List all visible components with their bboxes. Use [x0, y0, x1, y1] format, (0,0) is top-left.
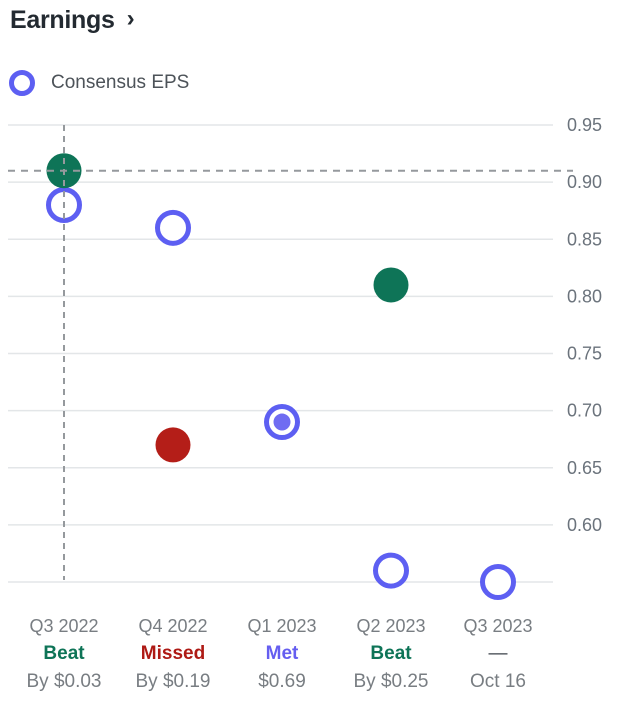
quarter-label: Q2 2023 [356, 616, 426, 636]
legend: Consensus EPS [9, 70, 189, 96]
earnings-section-link[interactable]: Earnings › [10, 6, 135, 35]
detail-label: Oct 16 [470, 671, 526, 692]
x-axis-label-col-3: Q1 2023 Met $0.69 [226, 612, 338, 696]
x-axis-label-col-2: Q4 2022 Missed By $0.19 [117, 612, 229, 696]
status-label: — [488, 643, 508, 664]
detail-label: By $0.25 [353, 671, 429, 692]
quarter-label: Q3 2023 [463, 616, 533, 636]
status-label: Missed [140, 643, 206, 664]
quarter-label: Q4 2022 [138, 616, 208, 636]
y-axis-tick-label: 0.65 [567, 458, 602, 478]
reported-eps-marker-beat[interactable] [373, 267, 409, 303]
detail-label: By $0.03 [26, 671, 102, 692]
y-axis-tick-label: 0.95 [567, 115, 602, 135]
reported-eps-marker-missed[interactable] [155, 427, 191, 463]
y-axis-tick-label: 0.85 [567, 229, 602, 249]
y-axis-tick-label: 0.70 [567, 401, 602, 421]
y-axis-tick-label: 0.75 [567, 344, 602, 364]
y-axis-tick-label: 0.80 [567, 286, 602, 306]
consensus-eps-legend-icon [9, 70, 35, 96]
y-axis-tick-label: 0.90 [567, 172, 602, 192]
detail-label: $0.69 [258, 671, 306, 692]
quarter-label: Q1 2023 [247, 616, 317, 636]
legend-label: Consensus EPS [51, 72, 190, 93]
status-label: Beat [43, 643, 85, 664]
consensus-eps-marker[interactable] [480, 564, 516, 600]
x-axis-label-col-4: Q2 2023 Beat By $0.25 [335, 612, 447, 696]
consensus-eps-marker[interactable] [373, 552, 409, 589]
consensus-eps-marker[interactable] [155, 209, 191, 246]
status-label: Met [265, 643, 299, 664]
chevron-right-icon[interactable]: › [126, 5, 135, 32]
page-title[interactable]: Earnings [10, 6, 115, 34]
y-axis-tick-label: 0.60 [567, 515, 602, 535]
x-axis-label-col-1: Q3 2022 Beat By $0.03 [8, 612, 120, 696]
quarter-label: Q3 2022 [29, 616, 99, 636]
detail-label: By $0.19 [135, 671, 211, 692]
earnings-chart: 0.95 0.90 0.85 0.80 0.75 0.70 0.65 0.60 [8, 115, 602, 600]
reported-eps-marker-met[interactable] [273, 413, 291, 431]
status-label: Beat [370, 643, 412, 664]
x-axis-label-col-5: Q3 2023 — Oct 16 [442, 612, 554, 696]
